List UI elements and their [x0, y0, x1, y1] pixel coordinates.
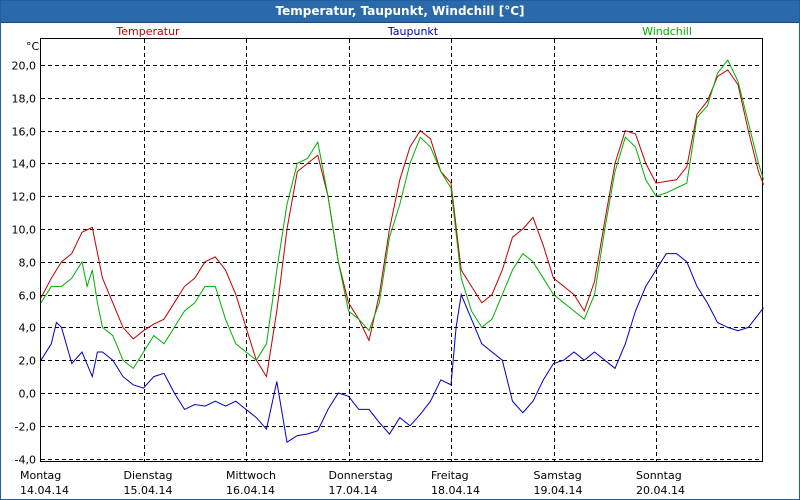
- plot-frame: [40, 38, 763, 462]
- series-line-temperatur: [40, 69, 765, 379]
- title-bar: Temperatur, Taupunkt, Windchill [°C]: [1, 1, 799, 23]
- y-tick-label: 18,0: [12, 93, 37, 106]
- x-tick-date: 18.04.14: [431, 484, 480, 497]
- legend: Temperatur Taupunkt Windchill: [115, 25, 692, 38]
- y-tick-label: 0,0: [19, 388, 37, 401]
- series-line-taupunkt: [40, 253, 764, 444]
- x-tick-day: Samstag: [534, 469, 582, 482]
- x-tick-date: 15.04.14: [124, 484, 173, 497]
- y-tick-label: 14,0: [12, 158, 37, 171]
- legend-item-windchill: Windchill: [642, 25, 692, 38]
- y-axis-ticks: 20,0 18,0 16,0 14,0 12,0 10,0 8,0 6,0 4,0 2,0 0,0 -…: [12, 60, 37, 467]
- x-tick-date: 19.04.14: [534, 484, 583, 497]
- y-tick-label: 4,0: [19, 322, 37, 335]
- y-tick-label: -2,0: [15, 421, 36, 434]
- y-tick-label: 6,0: [19, 290, 37, 303]
- x-tick-day: Mittwoch: [226, 469, 276, 482]
- y-tick-label: 10,0: [12, 224, 37, 237]
- x-tick-date: 16.04.14: [226, 484, 275, 497]
- x-tick-date: 20.04.14: [636, 484, 685, 497]
- y-tick-label: 8,0: [19, 257, 37, 270]
- y-tick-label: 12,0: [12, 191, 37, 204]
- x-tick-day: Dienstag: [124, 469, 173, 482]
- y-tick-label: -4,0: [15, 454, 36, 467]
- legend-item-taupunkt: Taupunkt: [387, 25, 439, 38]
- y-axis-unit: °C: [26, 40, 40, 53]
- x-tick-day: Donnerstag: [329, 469, 393, 482]
- series-line-windchill: [40, 59, 765, 370]
- x-tick-date: 14.04.14: [20, 484, 69, 497]
- x-tick-day: Sonntag: [636, 469, 682, 482]
- x-axis-ticks: Montag 14.04.14 Dienstag 15.04.14 Mittwoch 16…: [20, 469, 685, 497]
- x-tick-day: Montag: [20, 469, 61, 482]
- x-tick-day: Freitag: [431, 469, 469, 482]
- y-tick-label: 16,0: [12, 126, 37, 139]
- window-title: Temperatur, Taupunkt, Windchill [°C]: [275, 4, 525, 18]
- x-tick-date: 17.04.14: [329, 484, 378, 497]
- y-tick-label: 2,0: [19, 355, 37, 368]
- y-tick-label: 20,0: [12, 60, 37, 73]
- series-lines: [40, 59, 765, 444]
- legend-item-temperatur: Temperatur: [115, 25, 180, 38]
